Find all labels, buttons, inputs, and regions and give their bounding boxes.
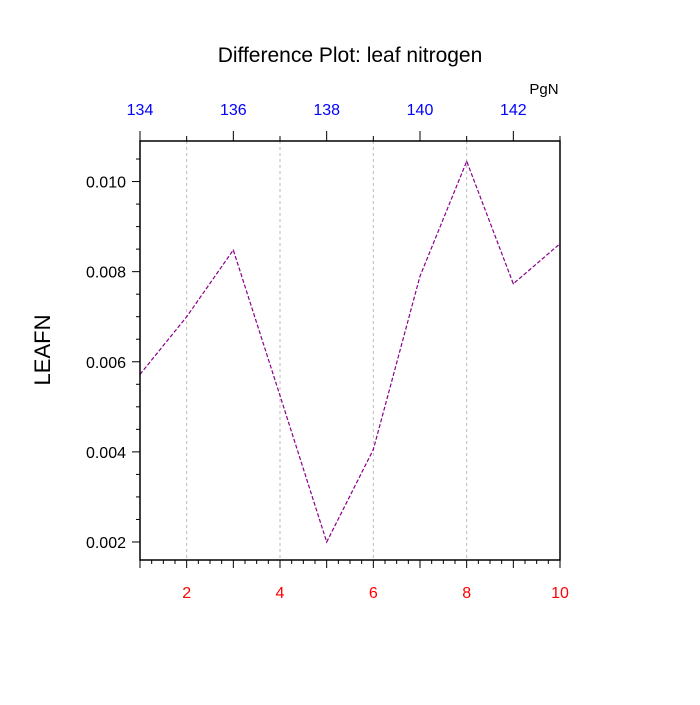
bottom-tick-label: 6: [369, 585, 378, 602]
top-tick-label: 136: [220, 102, 247, 119]
left-tick-label: 0.004: [86, 445, 126, 462]
left-tick-label: 0.010: [86, 175, 126, 192]
bottom-tick-label: 8: [462, 585, 471, 602]
bottom-tick-label: 4: [276, 585, 285, 602]
left-tick-label: 0.006: [86, 355, 126, 372]
y-axis-label: LEAFN: [30, 315, 55, 386]
data-point-0-6: [419, 275, 421, 277]
bottom-tick-label: 10: [551, 585, 569, 602]
data-point-0-7: [466, 160, 468, 162]
top-axis-units: PgN: [529, 81, 558, 98]
data-point-0-8: [512, 283, 514, 285]
plot-frame: [139, 140, 561, 561]
top-tick-label: 134: [127, 102, 154, 119]
top-tick-label: 140: [407, 102, 434, 119]
data-point-0-4: [326, 541, 328, 543]
data-point-0-1: [186, 316, 188, 318]
series-line-0: [139, 159, 561, 544]
left-tick-label: 0.002: [86, 535, 126, 552]
data-point-0-3: [279, 394, 281, 397]
data-point-0-5: [372, 449, 374, 451]
top-tick-label: 138: [313, 102, 340, 119]
left-tick-label: 0.008: [86, 265, 126, 282]
data-point-0-2: [232, 249, 234, 251]
bottom-tick-label: 2: [182, 585, 191, 602]
chart-title: Difference Plot: leaf nitrogen: [218, 44, 483, 67]
top-tick-label: 142: [500, 102, 527, 119]
